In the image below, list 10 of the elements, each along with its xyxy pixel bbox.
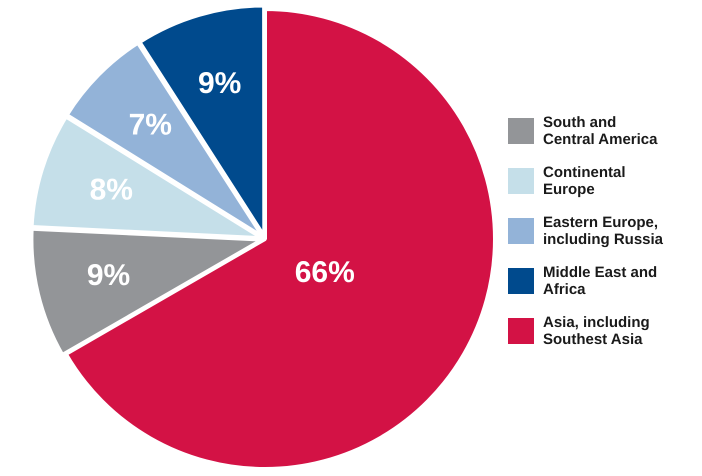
legend-label: Middle East and Africa [543, 264, 658, 298]
data-label: 8% [90, 173, 133, 206]
legend-label: Asia, including Southest Asia [543, 314, 651, 348]
data-label: 9% [198, 66, 242, 100]
data-label: 7% [128, 108, 172, 142]
legend-label: Eastern Europe, including Russia [543, 214, 664, 248]
data-label: 66% [294, 256, 355, 289]
legend-label: Continental Europe [543, 164, 626, 198]
data-label: 9% [86, 259, 130, 292]
legend-label: South and Central America [543, 114, 658, 148]
